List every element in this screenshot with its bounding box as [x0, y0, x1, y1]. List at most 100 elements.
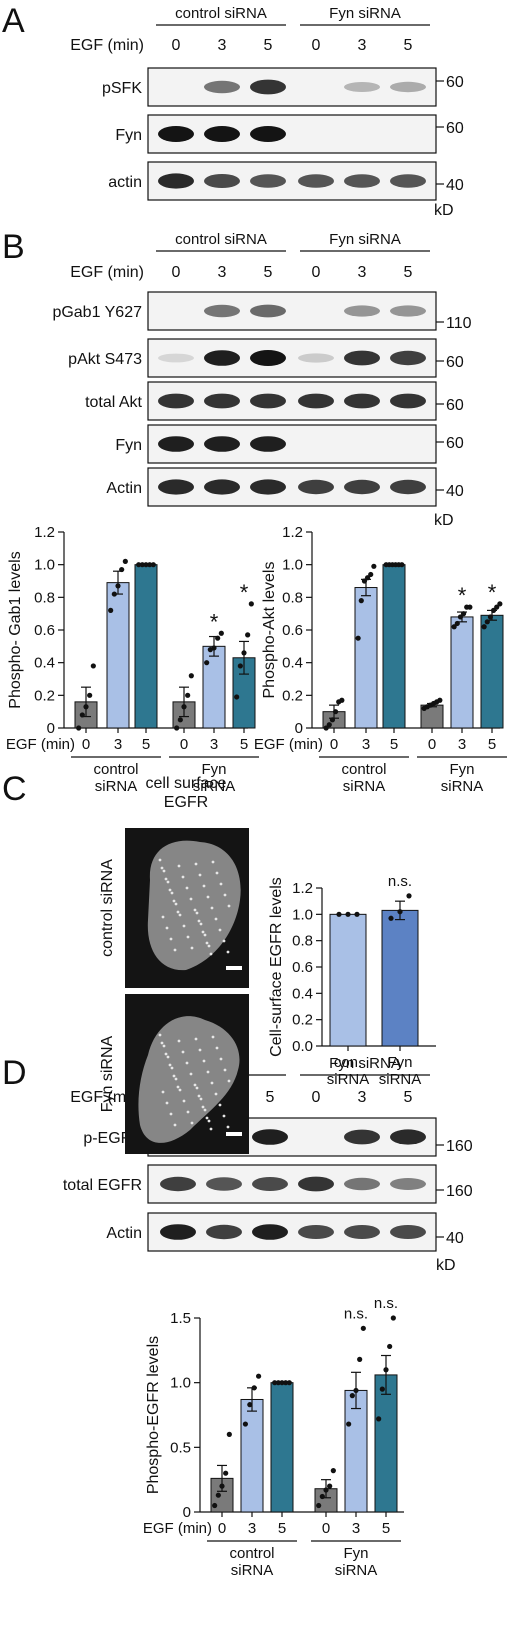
- data-point: [248, 601, 254, 607]
- data-point: [226, 1431, 232, 1437]
- blot-row-label: total EGFR: [63, 1177, 142, 1194]
- data-point: [353, 1387, 359, 1394]
- speckle: [205, 1116, 209, 1120]
- data-point: [323, 725, 329, 731]
- blot-band: [250, 479, 286, 495]
- x-prefix-label: EGF (min): [254, 736, 323, 753]
- blot-band: [158, 393, 194, 409]
- speckle: [210, 906, 214, 910]
- blot-band: [298, 174, 334, 188]
- blot-band: [158, 173, 194, 189]
- scale-bar: [226, 1132, 242, 1136]
- data-point: [79, 712, 85, 718]
- data-point: [122, 558, 128, 565]
- data-point: [223, 1470, 229, 1476]
- data-point: [119, 566, 125, 573]
- y-tick-label: 1.5: [170, 1310, 191, 1327]
- speckle: [178, 1088, 182, 1092]
- data-point: [336, 911, 342, 917]
- data-point: [212, 1502, 218, 1509]
- speckle: [202, 1059, 206, 1063]
- time-label: 5: [404, 264, 413, 281]
- y-axis-label: Phospho-EGFR levels: [145, 1336, 162, 1494]
- time-label: 5: [264, 37, 273, 54]
- bar: [240, 1398, 264, 1513]
- data-point: [481, 624, 487, 630]
- time-label: 3: [358, 1089, 367, 1106]
- speckle: [186, 935, 190, 939]
- data-point: [376, 1416, 382, 1422]
- blot-row-label: Fyn: [115, 437, 142, 454]
- data-point: [319, 1493, 325, 1500]
- data-point: [330, 1468, 336, 1474]
- data-point: [357, 1356, 363, 1362]
- speckle: [223, 1068, 227, 1072]
- mw-label: 110: [446, 315, 472, 332]
- data-point: [115, 583, 121, 589]
- data-point: [215, 635, 221, 641]
- speckle: [160, 866, 164, 870]
- x-tick-label: siRNA: [327, 1071, 370, 1088]
- time-label: 3: [358, 37, 367, 54]
- x-tick-label: 5: [488, 736, 496, 753]
- speckle: [201, 930, 205, 934]
- speckle: [219, 882, 223, 886]
- speckle: [158, 1033, 162, 1037]
- speckle: [222, 939, 226, 943]
- data-point: [346, 1421, 352, 1427]
- egf-label: EGF (min): [70, 37, 144, 54]
- blot-band: [204, 393, 240, 409]
- speckle: [190, 1121, 194, 1125]
- significance-label: *: [240, 580, 249, 605]
- x-tick-label: 5: [142, 736, 150, 753]
- speckle: [176, 910, 180, 914]
- blot-band: [158, 436, 194, 452]
- speckle: [177, 864, 181, 868]
- speckle: [193, 908, 197, 912]
- data-point: [256, 1373, 262, 1379]
- speckle: [198, 1048, 202, 1052]
- data-point: [185, 692, 191, 698]
- image-side-label: Fyn siRNA: [99, 1035, 116, 1112]
- blot-band: [250, 79, 286, 95]
- bar: [382, 564, 406, 729]
- blot-band: [298, 479, 334, 495]
- data-point: [349, 1393, 355, 1399]
- speckle: [185, 886, 189, 890]
- speckle: [202, 884, 206, 888]
- speckle: [189, 1072, 193, 1076]
- speckle: [165, 926, 169, 930]
- panel-a-letter: A: [2, 2, 25, 40]
- data-point: [368, 571, 374, 578]
- panel-d-letter: D: [2, 1054, 27, 1092]
- blot-strip: [147, 381, 437, 421]
- y-axis-label: Phospho-Akt levels: [261, 562, 278, 699]
- mw-label: 160: [446, 1138, 473, 1155]
- speckle: [205, 941, 209, 945]
- speckle: [214, 917, 218, 921]
- y-tick-label: 1.2: [34, 524, 55, 541]
- egf-label: EGF (min): [70, 264, 144, 281]
- data-point: [76, 725, 82, 731]
- x-tick-label: siRNA: [379, 1071, 422, 1088]
- blot-band: [390, 393, 426, 409]
- blot-band: [158, 479, 194, 495]
- y-tick-label: 1.2: [282, 524, 303, 541]
- blot-band: [344, 174, 380, 188]
- x-group-label: Fyn: [343, 1545, 368, 1562]
- speckle: [166, 880, 170, 884]
- speckle: [215, 871, 219, 875]
- data-point: [316, 1502, 322, 1509]
- speckle: [173, 948, 177, 952]
- x-group-label: siRNA: [231, 1562, 274, 1579]
- blot-row-label: Fyn: [115, 127, 142, 144]
- data-point: [90, 663, 96, 669]
- data-point: [242, 1421, 248, 1427]
- speckle: [194, 1037, 198, 1041]
- y-tick-label: 0.0: [292, 1038, 313, 1055]
- blot-row-label: total Akt: [85, 394, 142, 411]
- blot-band: [390, 1225, 426, 1239]
- blot-band: [158, 126, 194, 142]
- speckle: [226, 950, 230, 954]
- blot-band: [204, 436, 240, 452]
